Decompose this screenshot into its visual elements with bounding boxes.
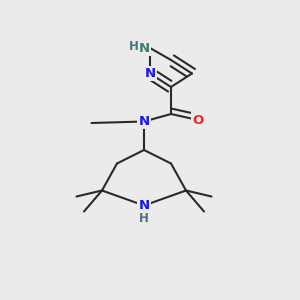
Text: H: H	[139, 212, 149, 226]
Text: O: O	[192, 113, 204, 127]
Text: N: N	[139, 41, 150, 55]
Text: N: N	[138, 199, 150, 212]
Text: N: N	[138, 115, 150, 128]
Text: H: H	[129, 40, 138, 53]
Text: N: N	[144, 67, 156, 80]
